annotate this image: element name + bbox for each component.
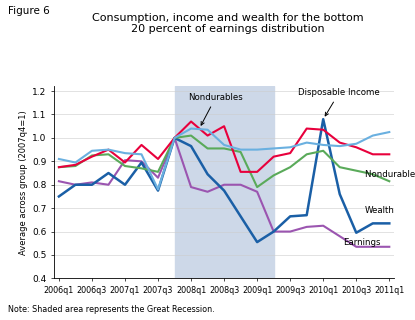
Text: Wealth: Wealth xyxy=(364,206,394,215)
Text: Disposable Income: Disposable Income xyxy=(298,88,380,116)
Text: Nondurables +: Nondurables + xyxy=(364,170,415,179)
Y-axis label: Average across group (2007q4=1): Average across group (2007q4=1) xyxy=(19,110,28,255)
Text: Earnings: Earnings xyxy=(343,238,381,247)
Text: Figure 6: Figure 6 xyxy=(8,6,50,16)
Bar xyxy=(175,86,273,278)
Text: Nondurables: Nondurables xyxy=(188,92,243,125)
Text: Note: Shaded area represents the Great Recession.: Note: Shaded area represents the Great R… xyxy=(8,305,215,314)
Text: Consumption, income and wealth for the bottom
20 percent of earnings distributio: Consumption, income and wealth for the b… xyxy=(93,13,364,35)
